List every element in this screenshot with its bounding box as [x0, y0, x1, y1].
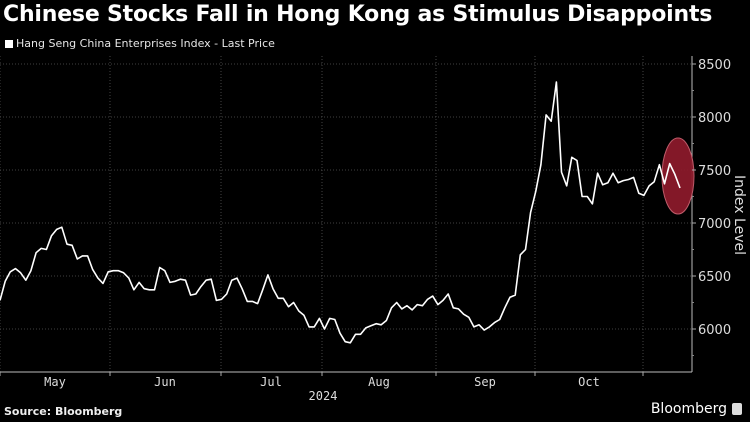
svg-text:6500: 6500	[698, 270, 731, 285]
svg-text:6000: 6000	[698, 323, 731, 338]
svg-text:Oct: Oct	[578, 375, 600, 389]
bloomberg-logo-icon	[732, 403, 742, 415]
svg-text:Aug: Aug	[368, 375, 390, 389]
x-axis-year: 2024	[309, 389, 338, 403]
y-axis-ticks: 6000 6500 7000 7500 8000 8500	[692, 58, 731, 356]
x-axis-ticks: May Jun Jul Aug Sep Oct	[0, 372, 644, 389]
axes	[0, 56, 693, 373]
svg-text:7000: 7000	[698, 217, 731, 232]
svg-text:Sep: Sep	[474, 375, 496, 389]
gridlines	[0, 56, 692, 372]
svg-text:Jun: Jun	[154, 375, 176, 389]
brand-label: Bloomberg	[650, 401, 727, 417]
svg-text:8500: 8500	[698, 58, 731, 73]
source-note: Source: Bloomberg	[4, 405, 123, 418]
index-line	[0, 81, 681, 344]
svg-text:May: May	[44, 375, 66, 389]
svg-text:8000: 8000	[698, 111, 731, 126]
legend-swatch	[5, 39, 13, 48]
svg-text:Jul: Jul	[260, 375, 282, 389]
svg-text:7500: 7500	[698, 164, 731, 179]
bloomberg-brand: Bloomberg	[651, 401, 742, 417]
y-axis-label: Index Level	[731, 175, 747, 255]
legend: Hang Seng China Enterprises Index - Last…	[5, 37, 275, 50]
legend-label: Hang Seng China Enterprises Index - Last…	[16, 37, 275, 50]
chart-title: Chinese Stocks Fall in Hong Kong as Stim…	[3, 2, 713, 27]
